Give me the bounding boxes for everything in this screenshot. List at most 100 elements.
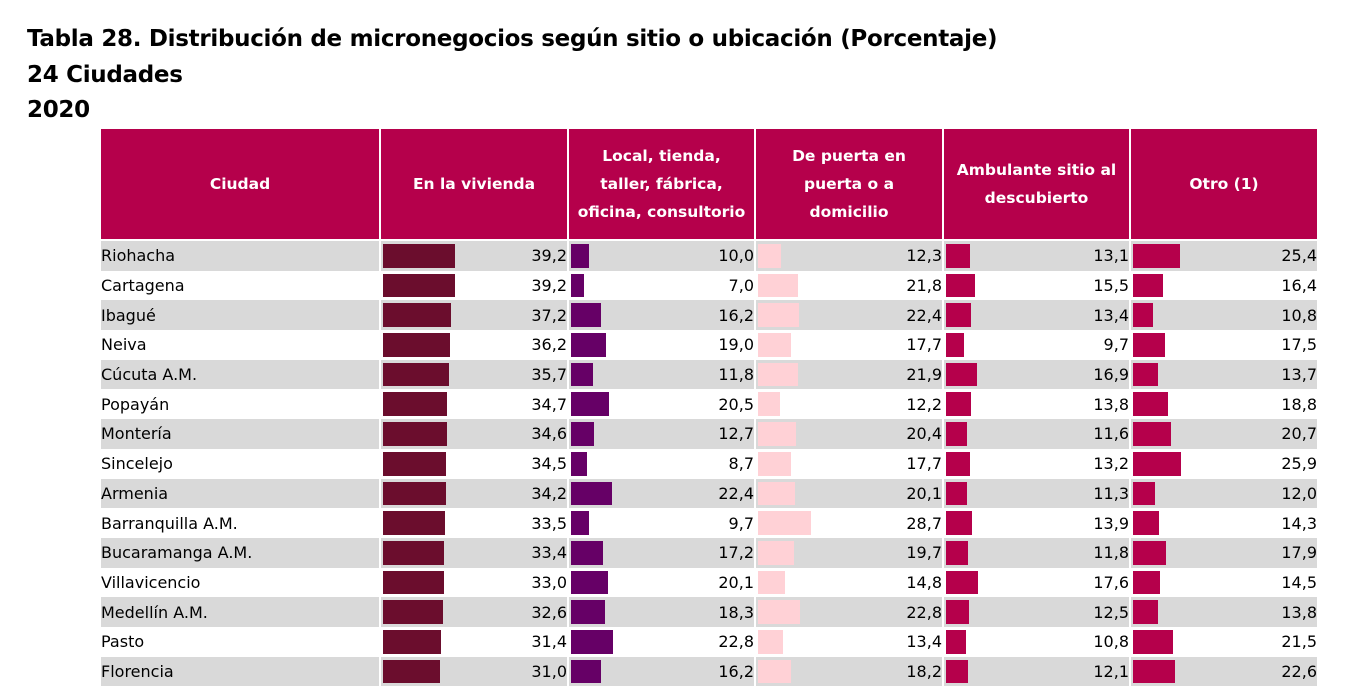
- data-bar-otro: [1133, 273, 1164, 298]
- data-bar-puerta: [758, 422, 796, 446]
- table-year: 2020: [27, 97, 90, 123]
- data-bar-vivienda: [383, 392, 447, 417]
- data-bar-puerta: [758, 570, 786, 595]
- data-bar-local: [571, 511, 589, 535]
- data-bar-otro: [1133, 540, 1166, 565]
- cell-ambulante: 13,8: [944, 389, 1129, 419]
- data-bar-puerta: [758, 273, 799, 298]
- data-bar-vivienda: [383, 244, 456, 268]
- cell-puerta: 18,2: [756, 656, 942, 687]
- cell-local: 20,1: [569, 568, 754, 598]
- data-bar-vivienda: [383, 629, 441, 654]
- column-header-puerta: De puerta en puerta o a domicilio: [756, 129, 942, 241]
- value-vivienda: 33,4: [531, 543, 567, 563]
- cell-otro: 12,0: [1131, 478, 1317, 509]
- cell-ambulante: 11,6: [944, 419, 1129, 449]
- table-row: Cúcuta A.M. 35,7 11,8 21,9 16,9 13,7: [101, 359, 1317, 390]
- value-otro: 14,5: [1281, 572, 1317, 592]
- data-bar-otro: [1133, 629, 1173, 654]
- value-otro: 13,8: [1281, 602, 1317, 622]
- cell-puerta: 17,7: [756, 330, 942, 360]
- city-name: Barranquilla A.M.: [101, 513, 238, 533]
- data-bar-vivienda: [383, 273, 456, 298]
- cell-otro: 14,3: [1131, 508, 1317, 538]
- cell-puerta: 21,8: [756, 271, 942, 301]
- city-name: Florencia: [101, 656, 379, 687]
- cell-vivienda: 39,2: [381, 271, 567, 301]
- city-name: Ibagué: [101, 300, 379, 331]
- cell-puerta: 13,4: [756, 627, 942, 657]
- column-header-line: taller, fábrica,: [600, 175, 723, 193]
- data-bar-puerta: [758, 659, 792, 684]
- city-name: Sincelejo: [101, 454, 173, 474]
- cell-vivienda: 33,5: [381, 508, 567, 538]
- value-otro: 20,7: [1281, 424, 1317, 444]
- value-vivienda: 33,0: [531, 572, 567, 592]
- data-bar-ambulante: [946, 303, 971, 328]
- cell-vivienda: 39,2: [381, 241, 567, 271]
- value-puerta: 17,7: [906, 335, 942, 355]
- data-bar-puerta: [758, 244, 781, 268]
- city-name: Pasto: [101, 632, 145, 652]
- city-name: Armenia: [101, 478, 379, 509]
- cell-local: 18,3: [569, 597, 754, 627]
- data-bar-local: [571, 362, 593, 387]
- data-bar-vivienda: [383, 362, 449, 387]
- value-vivienda: 34,7: [531, 394, 567, 414]
- cell-vivienda: 32,6: [381, 597, 567, 627]
- city-name: Bucaramanga A.M.: [101, 537, 379, 568]
- column-header-local: Local, tienda, taller, fábrica, oficina, c…: [569, 129, 754, 241]
- data-bar-puerta: [758, 511, 811, 535]
- cell-otro: 20,7: [1131, 419, 1317, 449]
- data-bar-puerta: [758, 600, 800, 624]
- cell-ambulante: 12,5: [944, 597, 1129, 627]
- data-bar-local: [571, 570, 608, 595]
- data-bar-ambulante: [946, 511, 972, 535]
- data-bar-vivienda: [383, 511, 445, 535]
- value-vivienda: 31,4: [531, 632, 567, 652]
- value-vivienda: 34,2: [531, 483, 567, 503]
- value-vivienda: 35,7: [531, 365, 567, 385]
- value-otro: 25,9: [1281, 454, 1317, 474]
- cell-vivienda: 34,7: [381, 389, 567, 419]
- data-bar-local: [571, 600, 605, 624]
- cell-otro: 10,8: [1131, 300, 1317, 331]
- cell-vivienda: 33,0: [381, 568, 567, 598]
- value-local: 12,7: [718, 424, 754, 444]
- data-bar-vivienda: [383, 659, 441, 684]
- value-local: 20,5: [718, 394, 754, 414]
- value-otro: 10,8: [1281, 305, 1317, 325]
- table-body: Riohacha 39,2 10,0 12,3 13,1 25,4 Cartagena 39,…: [101, 241, 1317, 687]
- cell-otro: 25,4: [1131, 241, 1317, 271]
- data-bar-puerta: [758, 333, 791, 357]
- value-puerta: 21,8: [906, 276, 942, 296]
- table-row: Riohacha 39,2 10,0 12,3 13,1 25,4: [101, 241, 1317, 271]
- data-bar-otro: [1133, 392, 1168, 417]
- value-ambulante: 13,8: [1093, 394, 1129, 414]
- table-row: Bucaramanga A.M. 33,4 17,2 19,7 11,8 17,9: [101, 537, 1317, 568]
- data-bar-otro: [1133, 333, 1166, 357]
- cell-vivienda: 34,6: [381, 419, 567, 449]
- data-bar-vivienda: [383, 540, 445, 565]
- cell-puerta: 20,1: [756, 478, 942, 509]
- cell-vivienda: 37,2: [381, 300, 567, 331]
- value-otro: 12,0: [1281, 483, 1317, 503]
- cell-ambulante: 11,8: [944, 537, 1129, 568]
- table-row: Neiva 36,2 19,0 17,7 9,7 17,5: [101, 330, 1317, 360]
- data-bar-ambulante: [946, 333, 964, 357]
- column-header-line: De puerta en: [792, 147, 906, 165]
- table-row: Sincelejo 34,5 8,7 17,7 13,2 25,9: [101, 449, 1317, 479]
- table-title: Tabla 28. Distribución de micronegocios …: [27, 26, 998, 52]
- data-bar-vivienda: [383, 422, 447, 446]
- value-otro: 17,9: [1281, 543, 1317, 563]
- value-puerta: 19,7: [906, 543, 942, 563]
- value-vivienda: 39,2: [531, 246, 567, 266]
- cell-ambulante: 13,9: [944, 508, 1129, 538]
- table-row: Barranquilla A.M. 33,5 9,7 28,7 13,9 14,3: [101, 508, 1317, 538]
- cell-ambulante: 17,6: [944, 568, 1129, 598]
- table-row: Montería 34,6 12,7 20,4 11,6 20,7: [101, 419, 1317, 449]
- column-header-line: Ambulante sitio al: [956, 161, 1117, 179]
- cell-vivienda: 36,2: [381, 330, 567, 360]
- data-bar-local: [571, 451, 587, 476]
- cell-ambulante: 16,9: [944, 359, 1129, 390]
